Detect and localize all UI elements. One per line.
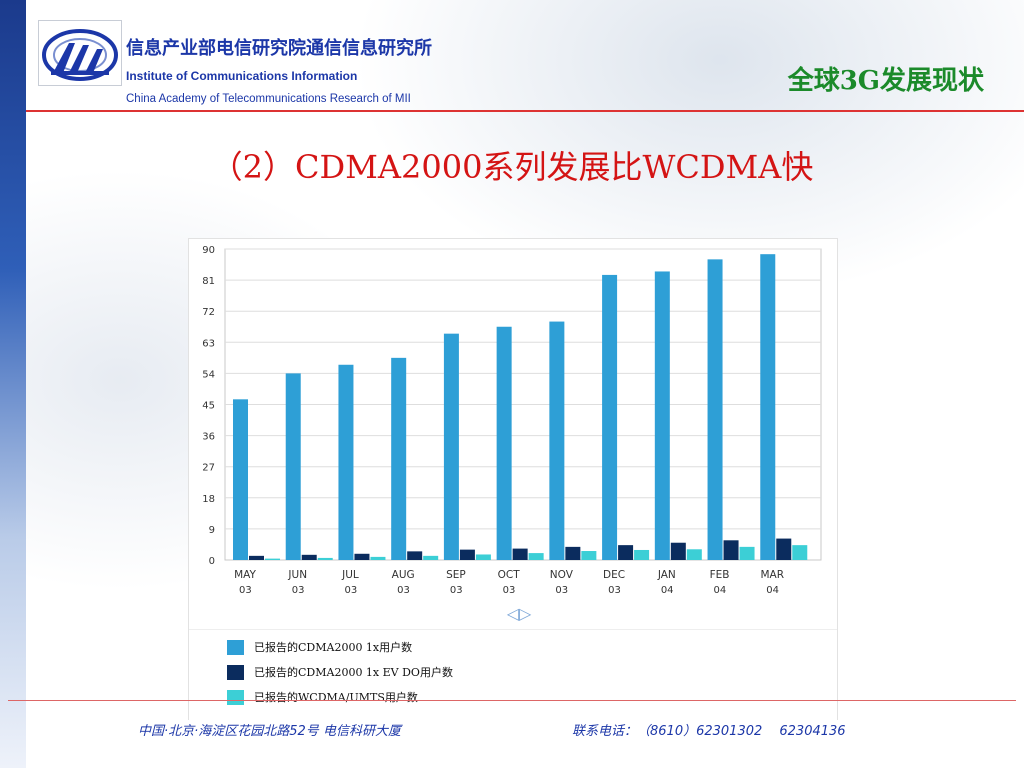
footer-address: 中国·北京·海淀区花园北路52号 电信科研大厦	[138, 724, 401, 739]
legend-swatch-evdo	[227, 664, 244, 680]
bar	[249, 555, 264, 560]
y-tick-label: 36	[202, 432, 215, 443]
bar	[549, 321, 565, 560]
org-subname-english: China Academy of Telecommunications Rese…	[126, 93, 411, 105]
y-tick-label: 0	[209, 556, 215, 567]
y-tick-label: 27	[202, 463, 215, 474]
x-tick-label-year: 03	[344, 585, 357, 596]
y-tick-label: 45	[202, 401, 215, 412]
axis-layer: 0 9 18 27 36 45 54 63 72 81 90 MAY 03 JUN 03 JUL 03 AUG 03…	[202, 245, 784, 623]
slide-title: （2）CDMA2000系列发展比WCDMA快	[210, 148, 814, 186]
bar	[475, 554, 491, 560]
bar	[423, 555, 439, 560]
bar	[686, 549, 702, 560]
bar	[760, 254, 776, 560]
bar	[776, 538, 792, 560]
bar	[370, 556, 386, 560]
bar	[654, 271, 670, 560]
bar	[565, 546, 581, 560]
bar	[707, 259, 723, 560]
legend-swatch-cdma1x	[227, 639, 244, 655]
x-tick-label-year: 04	[661, 585, 674, 596]
chart-legend: 已报告的CDMA2000 1x用户数 已报告的CDMA2000 1x EV DO…	[189, 629, 837, 720]
x-tick-label-year: 03	[503, 585, 516, 596]
y-tick-label: 72	[202, 307, 215, 318]
bar	[618, 545, 634, 560]
y-tick-label: 54	[202, 369, 215, 380]
legend-item-wcdma: 已报告的WCDMA/UMTS用户数	[227, 688, 418, 706]
chart-nav-arrows-icon[interactable]: ◁▷	[506, 604, 532, 623]
grid-layer	[224, 248, 822, 561]
bar-layer	[233, 254, 808, 560]
bar	[723, 540, 739, 560]
x-tick-label-month: MAY	[234, 569, 256, 581]
bar	[634, 549, 650, 560]
legend-item-evdo: 已报告的CDMA2000 1x EV DO用户数	[227, 663, 453, 681]
x-tick-label-year: 03	[555, 585, 568, 596]
bar	[338, 364, 354, 560]
section-title: 全球3G发展现状	[787, 66, 984, 96]
bar	[739, 546, 755, 560]
x-tick-label-month: NOV	[550, 569, 574, 581]
bar	[443, 333, 459, 560]
x-tick-label-month: SEP	[446, 569, 466, 581]
footer-divider	[8, 700, 1016, 701]
x-tick-label-year: 03	[450, 585, 463, 596]
x-tick-label-month: AUG	[392, 569, 415, 581]
left-color-band	[0, 0, 26, 768]
x-tick-label-month: DEC	[603, 569, 625, 581]
x-tick-label-year: 03	[397, 585, 410, 596]
bar	[265, 558, 280, 560]
bar	[496, 326, 512, 560]
x-tick-label-month: JUL	[341, 569, 359, 581]
bar	[354, 553, 370, 560]
bar	[602, 274, 618, 560]
x-tick-label-year: 03	[239, 585, 252, 596]
bar	[670, 542, 686, 560]
y-tick-label: 90	[202, 245, 215, 256]
legend-label-evdo: 已报告的CDMA2000 1x EV DO用户数	[254, 666, 453, 679]
bar	[459, 549, 475, 560]
x-tick-label-month: FEB	[710, 569, 730, 581]
x-tick-label-month: JUN	[287, 569, 307, 581]
legend-label-cdma1x: 已报告的CDMA2000 1x用户数	[254, 641, 413, 654]
institute-logo-icon	[38, 20, 122, 86]
bar	[581, 551, 597, 560]
header-divider	[26, 110, 1024, 112]
y-tick-label: 81	[202, 276, 215, 287]
x-tick-label-year: 04	[714, 585, 727, 596]
x-tick-label-year: 03	[608, 585, 621, 596]
org-name-english: Institute of Communications Information	[126, 69, 358, 83]
bar	[407, 551, 423, 560]
x-tick-label-year: 04	[766, 585, 779, 596]
bar	[301, 554, 317, 560]
legend-label-wcdma: 已报告的WCDMA/UMTS用户数	[254, 691, 418, 704]
legend-swatch-wcdma	[227, 689, 244, 705]
bar	[317, 557, 333, 560]
bar	[528, 553, 544, 560]
chart-panel: 0 9 18 27 36 45 54 63 72 81 90 MAY 03 JUN 03 JUL 03 AUG 03…	[188, 238, 838, 720]
y-tick-label: 9	[209, 525, 215, 536]
x-tick-label-month: MAR	[760, 569, 784, 581]
x-tick-label-month: OCT	[498, 569, 521, 581]
bar	[233, 399, 248, 560]
y-tick-label: 18	[202, 494, 215, 505]
org-name-chinese: 信息产业部电信研究院通信信息研究所	[126, 38, 432, 59]
x-tick-label-year: 03	[292, 585, 305, 596]
legend-item-cdma1x: 已报告的CDMA2000 1x用户数	[227, 638, 412, 656]
footer-phone: 联系电话：（8610）62301302 62304136	[572, 724, 846, 739]
x-tick-label-month: JAN	[657, 569, 676, 581]
bar	[285, 373, 301, 560]
bar	[512, 548, 528, 560]
bar	[792, 545, 808, 560]
y-tick-label: 63	[202, 338, 215, 349]
bar	[391, 357, 407, 560]
bar-chart: 0 9 18 27 36 45 54 63 72 81 90 MAY 03 JUN 03 JUL 03 AUG 03…	[202, 245, 822, 623]
